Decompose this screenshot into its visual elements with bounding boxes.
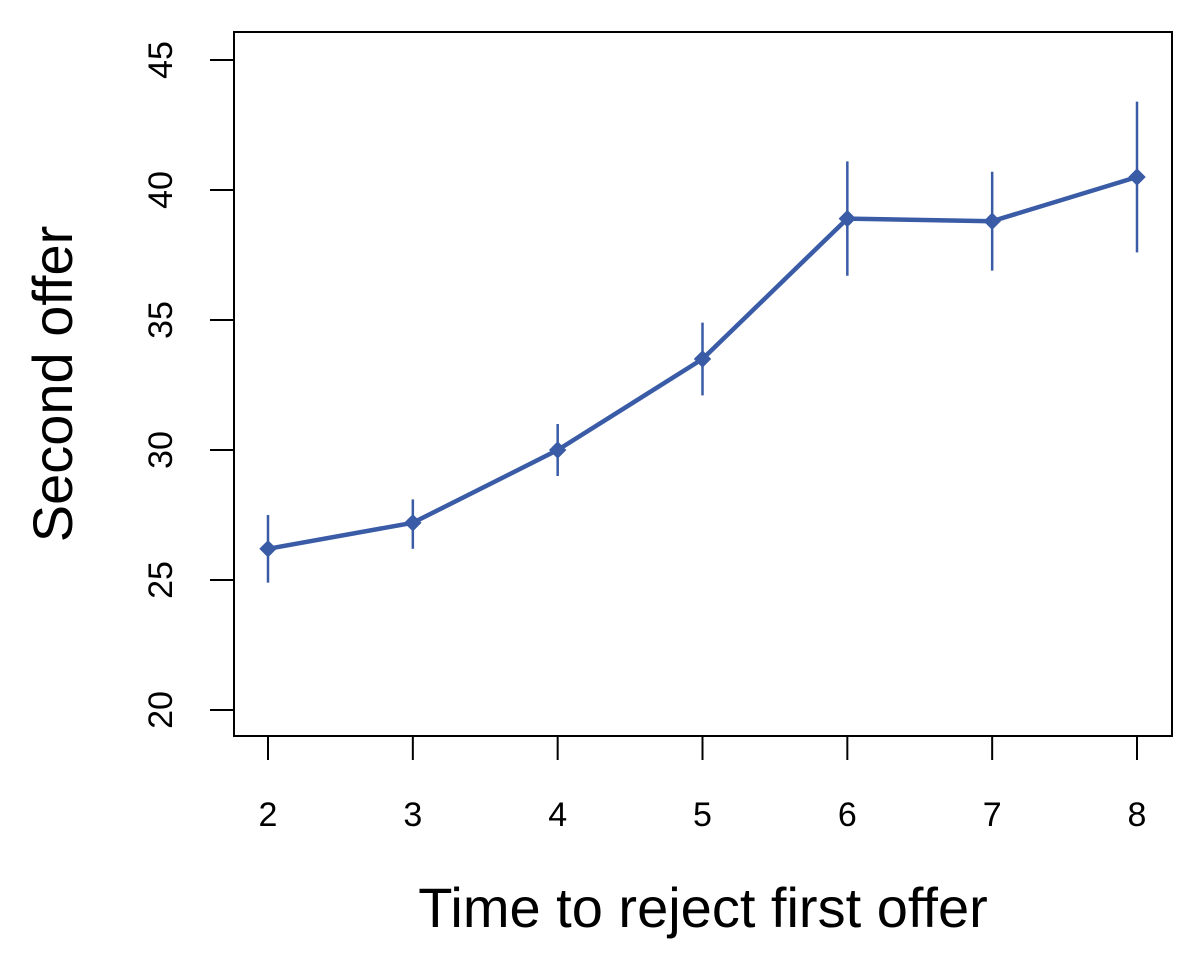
x-tick-label: 4 xyxy=(548,796,567,834)
data-point-marker xyxy=(693,350,712,368)
error-bars xyxy=(266,101,1139,583)
y-tick-label: 40 xyxy=(142,171,180,209)
y-tick-label: 20 xyxy=(142,691,180,729)
data-point-marker xyxy=(548,441,567,459)
y-axis-title: Second offer xyxy=(21,226,84,543)
data-point-marker xyxy=(404,514,422,532)
data-point-marker xyxy=(983,212,1001,230)
x-tick-label: 3 xyxy=(403,796,422,834)
y-axis: 20 25 30 35 40 45 xyxy=(142,41,234,729)
x-tick-label: 7 xyxy=(983,796,1002,834)
data-point-marker xyxy=(1128,168,1146,186)
data-point-marker xyxy=(259,540,277,558)
x-tick-label: 8 xyxy=(1128,796,1147,834)
y-tick-label: 30 xyxy=(142,431,180,469)
x-axis-title: Time to reject first offer xyxy=(418,876,988,939)
data-point-marker xyxy=(838,209,857,228)
y-tick-label: 35 xyxy=(142,301,180,339)
x-tick-label: 6 xyxy=(838,796,857,834)
x-tick-label: 2 xyxy=(259,796,278,834)
x-tick-label: 5 xyxy=(693,796,712,834)
y-tick-label: 45 xyxy=(142,41,180,79)
markers xyxy=(259,168,1146,558)
x-axis: 2 3 4 5 6 7 8 xyxy=(259,736,1147,834)
y-tick-label: 25 xyxy=(142,561,180,599)
